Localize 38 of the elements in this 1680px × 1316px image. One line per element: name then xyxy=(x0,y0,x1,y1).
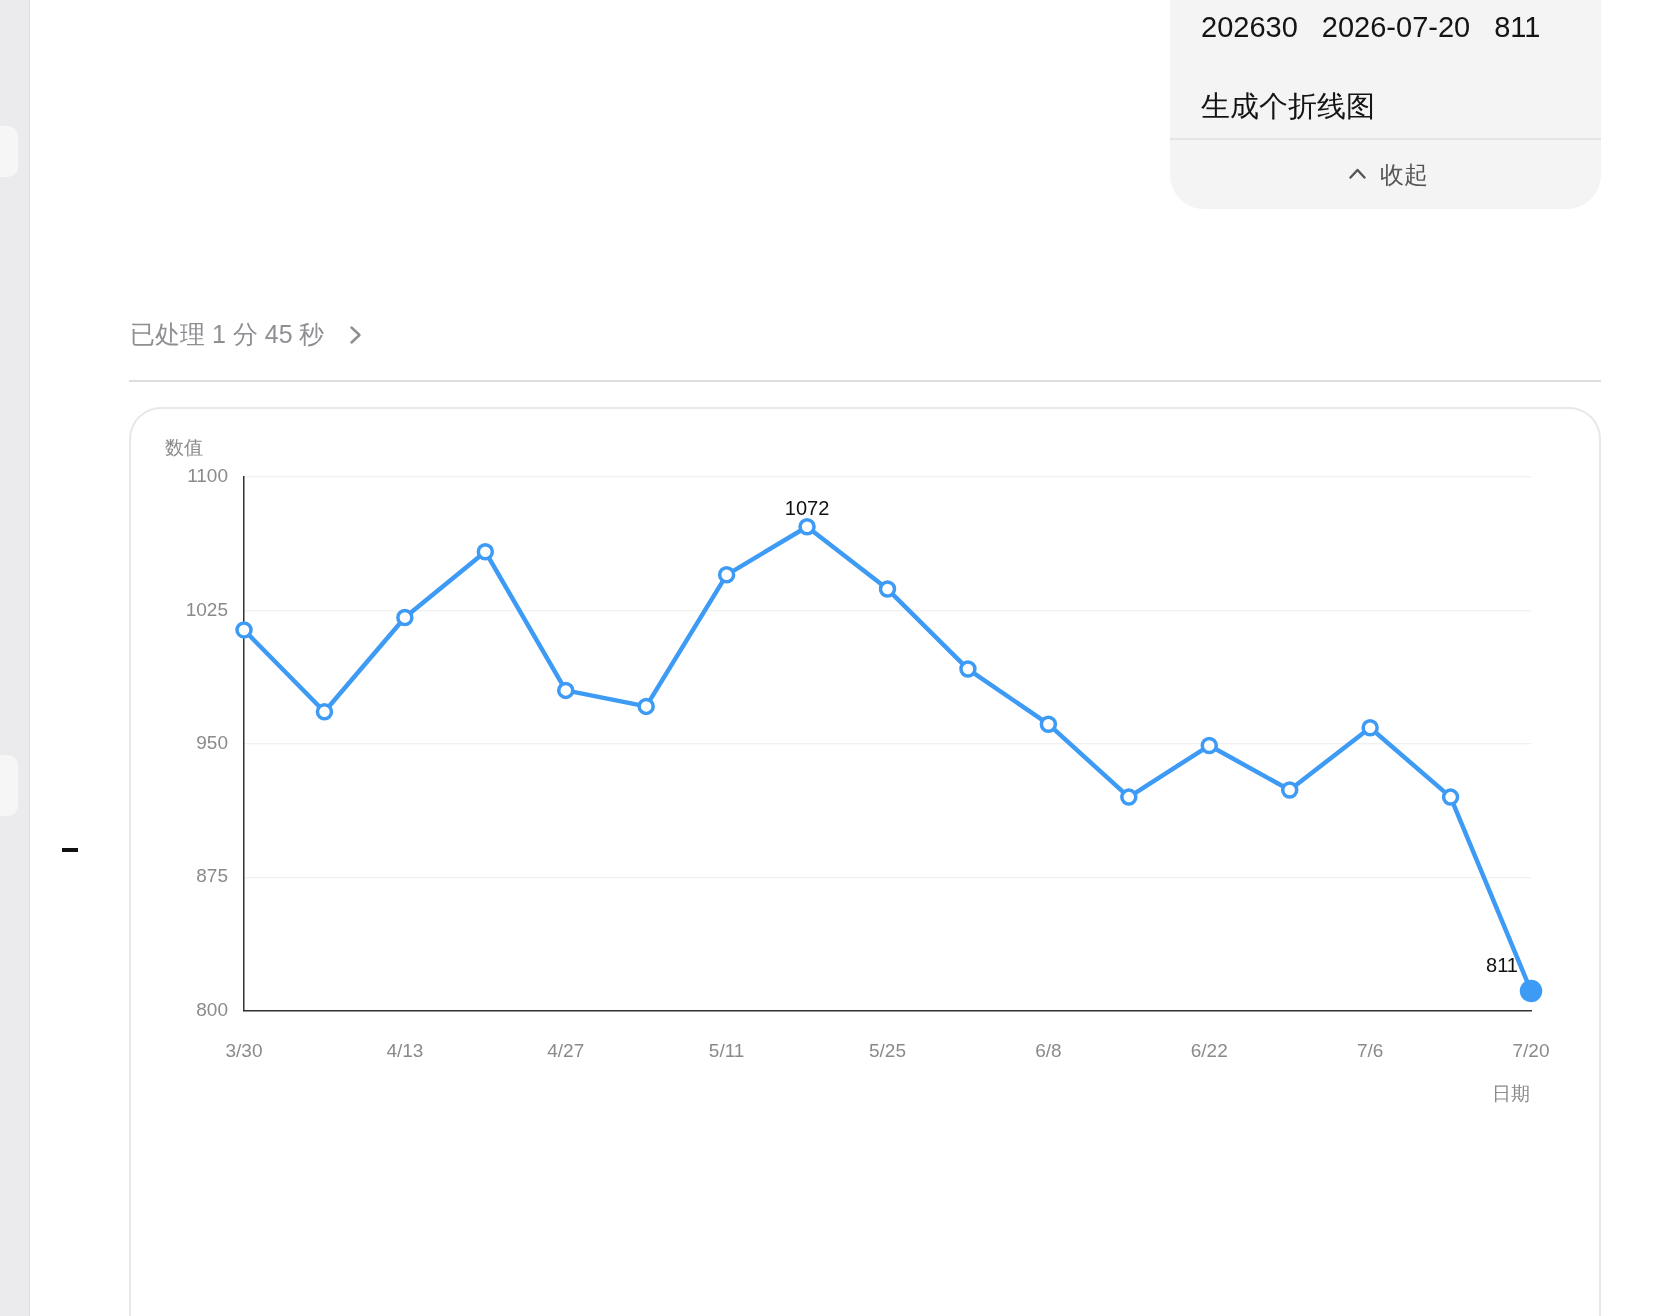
point xyxy=(235,621,253,639)
data-label: 811 xyxy=(1486,954,1518,977)
x-tick-label: 6/8 xyxy=(1035,1040,1062,1062)
x-tick-label: 4/13 xyxy=(386,1040,424,1062)
y-tick-label: 800 xyxy=(196,998,228,1020)
point xyxy=(315,702,334,721)
y-tick-label: 875 xyxy=(196,865,228,887)
x-tick-label: 4/27 xyxy=(547,1040,585,1062)
point xyxy=(1200,736,1218,755)
point xyxy=(1120,788,1138,806)
x-tick-label: 7/6 xyxy=(1356,1040,1384,1062)
text: 202630 2026-07-20 811 xyxy=(1201,10,1541,45)
x-tick-label: 3/30 xyxy=(225,1040,263,1062)
point xyxy=(557,681,575,700)
point xyxy=(959,660,977,678)
point xyxy=(717,566,736,584)
point xyxy=(396,608,414,627)
y-tick-label: 1025 xyxy=(185,598,228,620)
point xyxy=(1441,788,1460,806)
text: 生成个折线图 xyxy=(1201,89,1375,124)
data-label: 1072 xyxy=(784,497,830,520)
x-tick-label: 6/22 xyxy=(1190,1040,1228,1062)
y-tick-label: 950 xyxy=(196,731,228,753)
x-tick-label: 7/20 xyxy=(1512,1040,1550,1062)
y-tick-label: 1100 xyxy=(187,465,228,487)
x-tick-label: 5/25 xyxy=(869,1040,906,1062)
point xyxy=(1039,715,1058,733)
x-axis-title: 日期 xyxy=(1492,1082,1530,1104)
point xyxy=(637,697,655,716)
point xyxy=(1361,719,1379,737)
text: 已处理 1 分 45 秒 xyxy=(130,319,325,349)
text: 收起 xyxy=(1380,161,1428,190)
point xyxy=(878,580,897,598)
y-axis-title: 数值 xyxy=(165,437,203,459)
point xyxy=(798,518,816,536)
point xyxy=(1280,781,1299,799)
x-tick-label: 5/11 xyxy=(708,1040,745,1062)
point xyxy=(476,542,495,561)
